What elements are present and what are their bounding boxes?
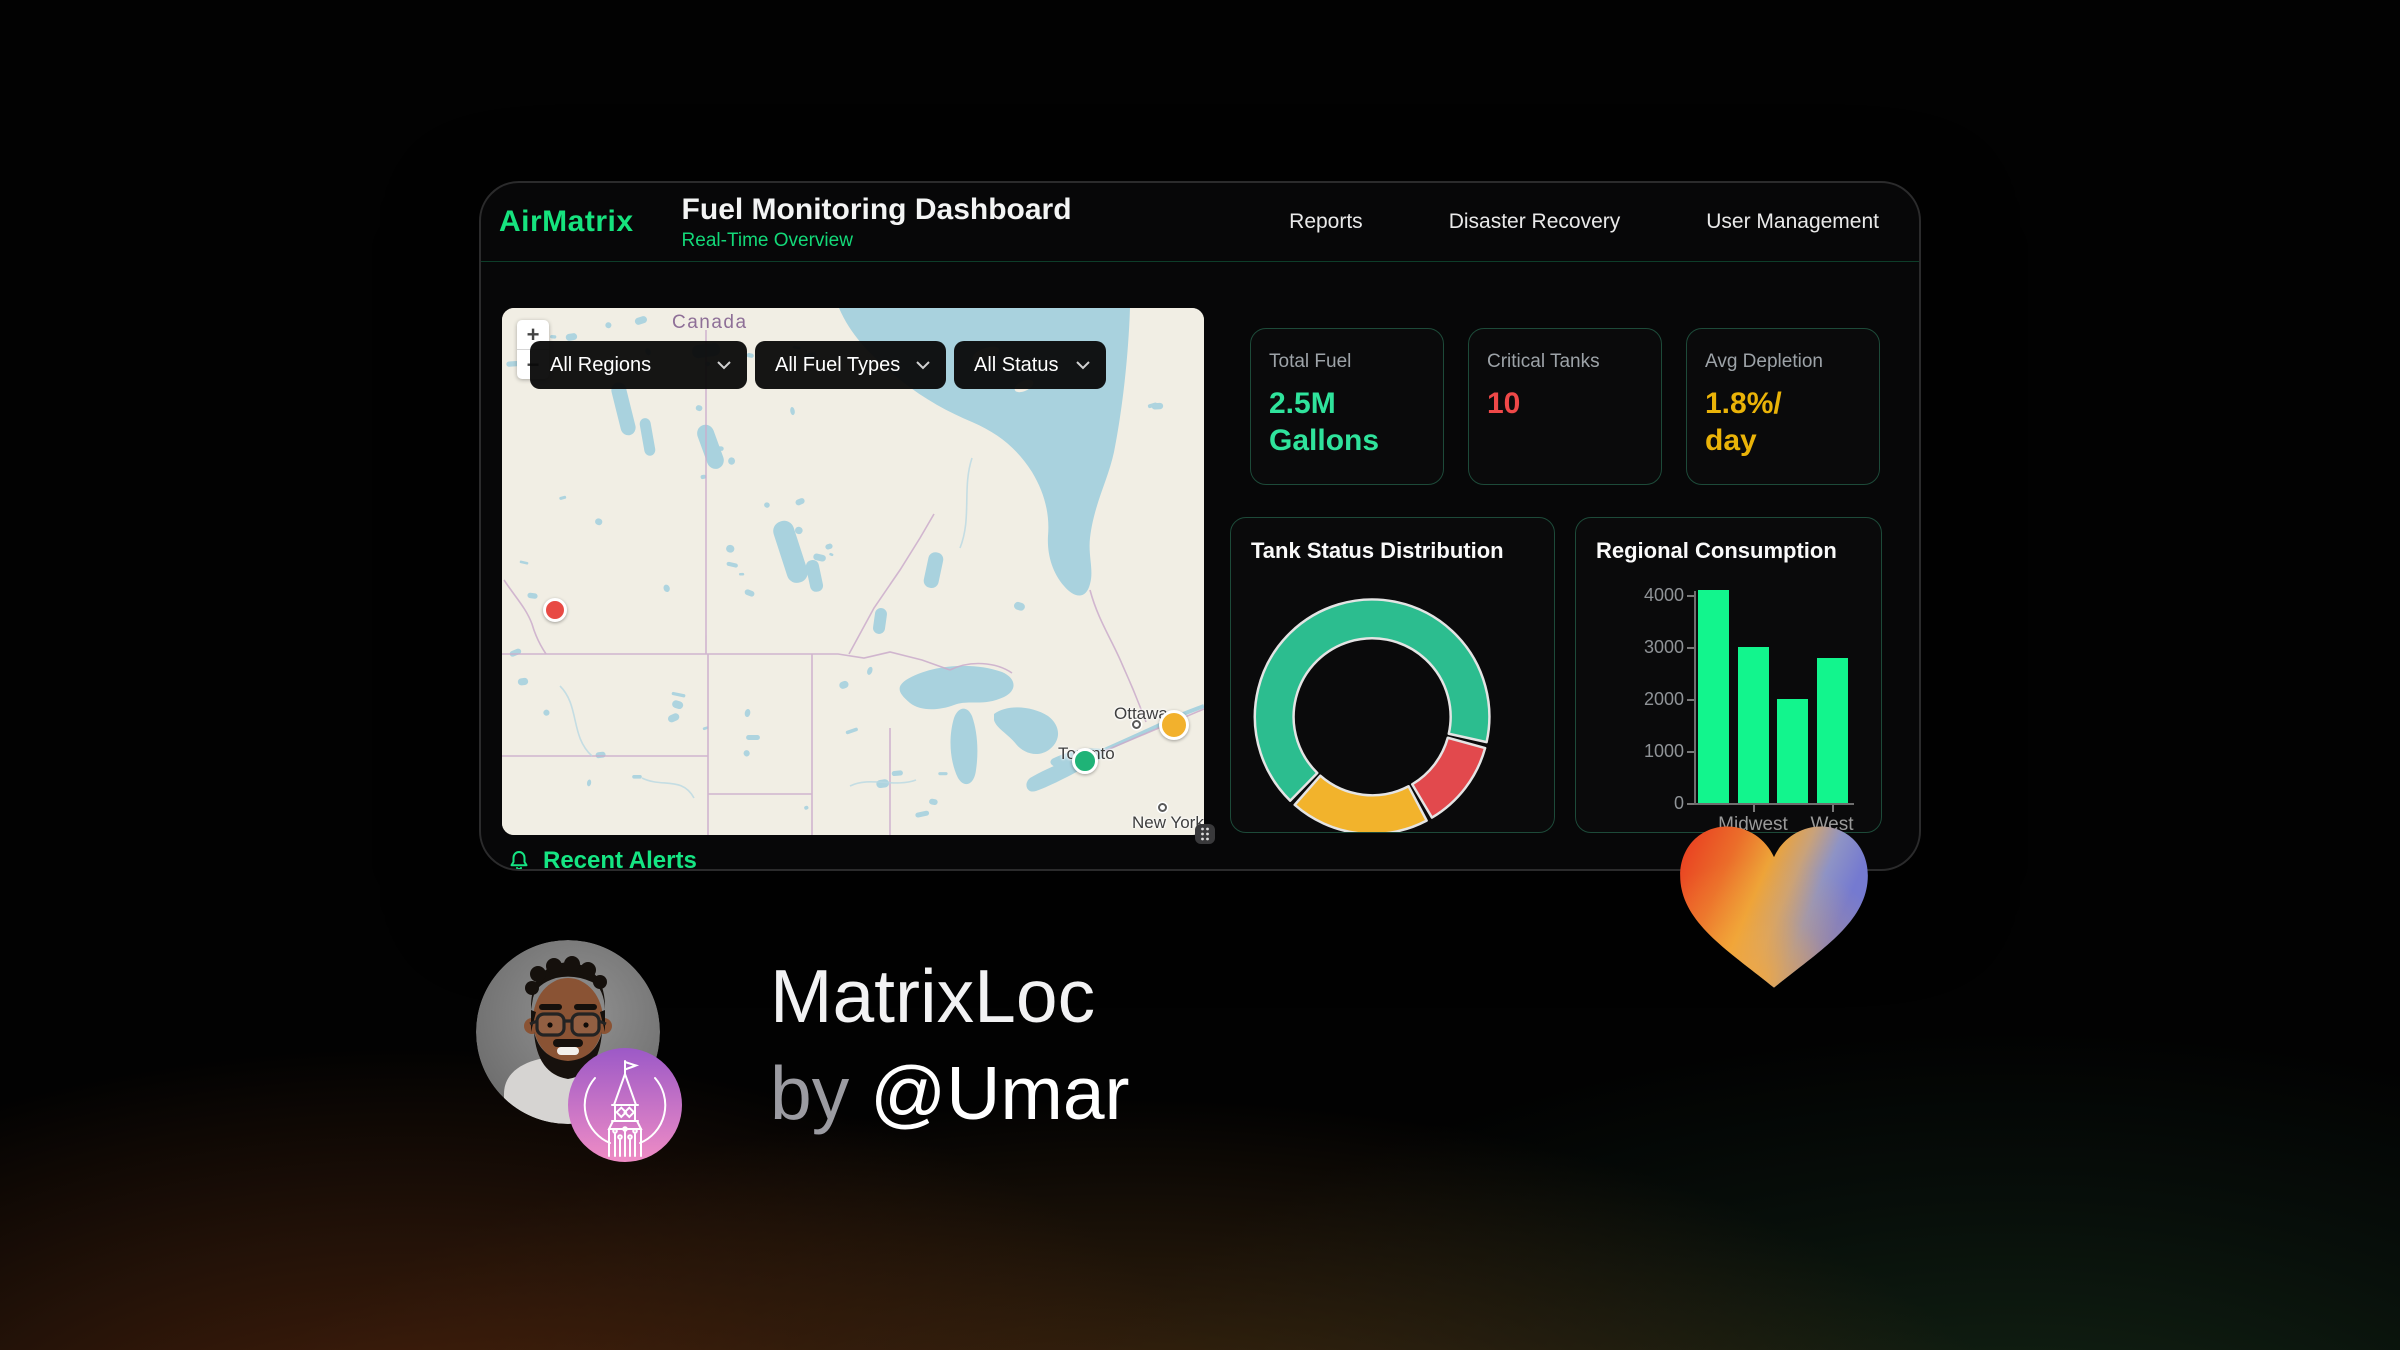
app-header: AirMatrix Fuel Monitoring Dashboard Real… <box>481 183 1919 262</box>
bar-3[interactable] <box>1816 658 1848 803</box>
resize-drag-handle[interactable] <box>1195 824 1215 844</box>
map-label-new-york: New York <box>1132 813 1204 832</box>
regional-consumption-bar-card: Regional Consumption 0 1000 2000 3000 4000 Mi… <box>1575 517 1882 833</box>
hackathon-badge <box>568 1048 682 1162</box>
stat-label: Critical Tanks <box>1487 351 1600 372</box>
tank-marker-1[interactable] <box>1159 710 1189 740</box>
filter-all-regions[interactable]: All Regions <box>530 341 747 389</box>
donut-segment-amber[interactable] <box>1293 774 1428 832</box>
x-tick <box>1832 804 1834 812</box>
chart-title: Regional Consumption <box>1596 538 1837 563</box>
tower-badge-illustration <box>568 1048 682 1162</box>
y-tick-label: 0 <box>1673 793 1684 813</box>
recent-alerts-header: Recent Alerts <box>507 847 697 871</box>
bell-icon <box>510 851 528 869</box>
y-tick <box>1687 699 1694 701</box>
stat-value: 2.5M Gallons <box>1269 387 1380 457</box>
map-label-ottawa: Ottawa <box>1114 704 1168 723</box>
page-subtitle: Real-Time Overview <box>681 229 853 251</box>
stat-label: Avg Depletion <box>1705 351 1823 372</box>
bar-0[interactable] <box>1698 589 1729 803</box>
y-tick <box>1687 803 1694 805</box>
stat-card-critical-tanks: Critical Tanks 10 <box>1468 328 1662 485</box>
donut-chart <box>1253 598 1491 832</box>
heart-icon <box>1680 826 1868 988</box>
y-tick-label: 2000 <box>1643 689 1684 709</box>
filter-bar: All Regions All Fuel Types All Status <box>530 341 1106 389</box>
stat-card-total-fuel: Total Fuel 2.5M Gallons <box>1250 328 1444 485</box>
chevron-down-icon <box>717 360 731 369</box>
tank-marker-0[interactable] <box>543 598 567 622</box>
right-column: Total Fuel 2.5M Gallons Critical Tanks 1… <box>1230 328 1882 833</box>
y-axis <box>1694 591 1696 803</box>
y-tick-label: 4000 <box>1643 585 1684 605</box>
bar-chart: 0 1000 2000 3000 4000 Midwest West <box>1576 518 1881 832</box>
map-label-canada: Canada <box>672 312 748 333</box>
filter-label: All Status <box>974 353 1059 376</box>
x-axis <box>1694 803 1854 805</box>
brand-logo: AirMatrix <box>499 205 634 238</box>
filter-label: All Fuel Types <box>775 353 901 376</box>
chevron-down-icon <box>916 360 930 369</box>
y-tick <box>1687 751 1694 753</box>
stats-row: Total Fuel 2.5M Gallons Critical Tanks 1… <box>1250 328 1882 485</box>
y-tick-label: 1000 <box>1643 741 1684 761</box>
page-title: Fuel Monitoring Dashboard <box>681 192 1072 226</box>
charts-row: Tank Status Distribution Regional Consum… <box>1230 517 1882 833</box>
chevron-down-icon <box>1076 360 1090 369</box>
byline-handle: @Umar <box>870 1051 1130 1135</box>
nav-item-user-management[interactable]: User Management <box>1706 210 1879 233</box>
credit-text: MatrixLoc by @Umar <box>770 948 1130 1142</box>
x-tick <box>1753 804 1755 812</box>
stat-card-avg-depletion: Avg Depletion 1.8%/ day <box>1686 328 1880 485</box>
recent-alerts-title: Recent Alerts <box>543 847 697 871</box>
filter-all-status[interactable]: All Status <box>954 341 1106 389</box>
chart-title: Tank Status Distribution <box>1251 538 1504 563</box>
dashboard-window: AirMatrix Fuel Monitoring Dashboard Real… <box>479 181 1921 871</box>
y-tick <box>1687 595 1694 597</box>
filter-label: All Regions <box>550 353 652 376</box>
y-tick-label: 3000 <box>1643 637 1684 657</box>
bar-1[interactable] <box>1737 647 1769 803</box>
byline-prefix: by <box>770 1051 871 1135</box>
nav-item-disaster-recovery[interactable]: Disaster Recovery <box>1448 210 1621 233</box>
bar-2[interactable] <box>1777 699 1808 803</box>
donut-segment-green[interactable] <box>1253 598 1491 802</box>
filter-all-fuel-types[interactable]: All Fuel Types <box>755 341 946 389</box>
product-name: MatrixLoc <box>770 954 1096 1038</box>
map-panel[interactable]: + − Canada OttawaTorontoNew York All Reg… <box>502 308 1204 835</box>
city-dot-icon <box>1132 720 1141 729</box>
tank-status-donut-card: Tank Status Distribution <box>1230 517 1555 833</box>
map-overlay: Canada OttawaTorontoNew York <box>502 308 1204 835</box>
city-dot-icon <box>1158 803 1167 812</box>
stat-label: Total Fuel <box>1269 351 1352 372</box>
y-tick <box>1687 647 1694 649</box>
top-nav: Reports Disaster Recovery User Managemen… <box>1289 210 1879 234</box>
stat-value: 10 <box>1487 387 1521 420</box>
stat-value: 1.8%/ day <box>1705 387 1782 457</box>
tank-marker-2[interactable] <box>1072 748 1098 774</box>
byline: by @Umar <box>770 1045 1130 1142</box>
nav-item-reports[interactable]: Reports <box>1289 210 1363 233</box>
title-block: Fuel Monitoring Dashboard Real-Time Over… <box>682 193 1072 252</box>
donut-segment-red[interactable] <box>1410 736 1487 819</box>
grip-dots-icon <box>1201 827 1209 841</box>
